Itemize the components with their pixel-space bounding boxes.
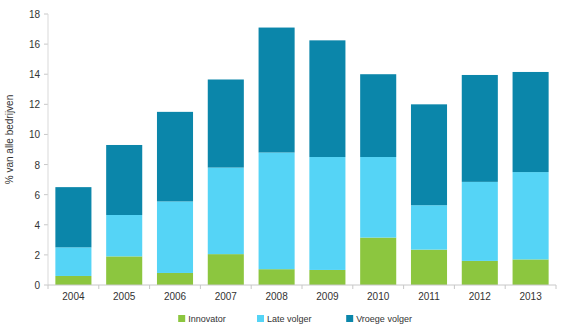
legend: Innovator Late volger Vroege volger xyxy=(178,314,412,324)
bar-segment xyxy=(360,74,396,157)
bar-segment xyxy=(411,250,447,285)
legend-label: Innovator xyxy=(188,314,226,324)
y-tick xyxy=(44,14,48,15)
bar-segment xyxy=(411,205,447,249)
bar-segment xyxy=(106,145,142,215)
legend-label: Late volger xyxy=(267,314,312,324)
legend-swatch xyxy=(257,315,264,322)
bars xyxy=(55,28,548,285)
bar-segment xyxy=(462,182,498,261)
y-tick-label: 8 xyxy=(34,160,40,171)
legend-swatch xyxy=(178,315,185,322)
x-tick xyxy=(48,285,49,289)
y-tick xyxy=(44,224,48,225)
bar-segment xyxy=(309,157,345,270)
x-tick xyxy=(505,285,506,289)
y-tick xyxy=(44,194,48,195)
x-tick-label: 2011 xyxy=(418,291,440,302)
bar-segment xyxy=(259,28,295,153)
y-tick-label: 12 xyxy=(29,99,41,110)
y-tick-label: 2 xyxy=(34,250,40,261)
bar-segment xyxy=(157,273,193,285)
bar-segment xyxy=(360,238,396,285)
bar-segment xyxy=(208,254,244,285)
y-tick-label: 0 xyxy=(34,280,40,291)
x-tick xyxy=(403,285,404,289)
y-tick xyxy=(44,74,48,75)
bar-segment xyxy=(208,168,244,255)
x-tick-label: 2007 xyxy=(215,291,238,302)
bar-segment xyxy=(208,79,244,167)
x-tick xyxy=(302,285,303,289)
y-axis-label: % van alle bedrijven xyxy=(4,95,15,185)
bar-segment xyxy=(462,75,498,182)
y-axis xyxy=(48,14,49,285)
y-tick-label: 6 xyxy=(34,190,40,201)
y-tick xyxy=(44,104,48,105)
x-tick-label: 2009 xyxy=(316,291,339,302)
bar-segment xyxy=(55,276,91,285)
x-tick xyxy=(98,285,99,289)
bar-segment xyxy=(360,157,396,238)
bar-segment xyxy=(106,215,142,256)
y-tick xyxy=(44,285,48,286)
bar-segment xyxy=(259,153,295,270)
y-tick-label: 16 xyxy=(29,39,41,50)
x-tick-label: 2004 xyxy=(62,291,85,302)
x-tick-label: 2010 xyxy=(367,291,390,302)
y-tick xyxy=(44,134,48,135)
y-tick xyxy=(44,164,48,165)
y-tick-label: 18 xyxy=(29,9,41,20)
y-tick-label: 10 xyxy=(29,129,41,140)
bar-segment xyxy=(55,187,91,247)
x-tick-label: 2012 xyxy=(469,291,492,302)
bar-segment xyxy=(462,261,498,285)
legend-swatch xyxy=(346,315,353,322)
bar-segment xyxy=(309,270,345,285)
x-tick-label: 2013 xyxy=(519,291,542,302)
bar-segment xyxy=(157,201,193,273)
bar-segment xyxy=(411,104,447,205)
bar-segment xyxy=(513,172,549,259)
x-tick xyxy=(352,285,353,289)
y-tick-label: 14 xyxy=(29,69,41,80)
x-tick xyxy=(200,285,201,289)
bar-segment xyxy=(106,256,142,285)
x-tick xyxy=(251,285,252,289)
legend-label: Vroege volger xyxy=(356,314,412,324)
y-tick-label: 4 xyxy=(34,220,40,231)
chart: 0 2 4 6 8 10 12 14 16 18 % van alle bedrijven 2004 2… xyxy=(0,0,576,333)
bar-segment xyxy=(55,247,91,276)
x-tick xyxy=(556,285,557,289)
x-tick xyxy=(149,285,150,289)
bar-segment xyxy=(309,40,345,157)
x-tick xyxy=(454,285,455,289)
x-tick-label: 2005 xyxy=(113,291,136,302)
bar-segment xyxy=(259,269,295,285)
bar-segment xyxy=(513,259,549,285)
x-tick-label: 2008 xyxy=(265,291,288,302)
y-tick xyxy=(44,254,48,255)
bar-segment xyxy=(157,112,193,202)
x-tick-label: 2006 xyxy=(164,291,187,302)
y-tick xyxy=(44,44,48,45)
bar-segment xyxy=(513,72,549,172)
